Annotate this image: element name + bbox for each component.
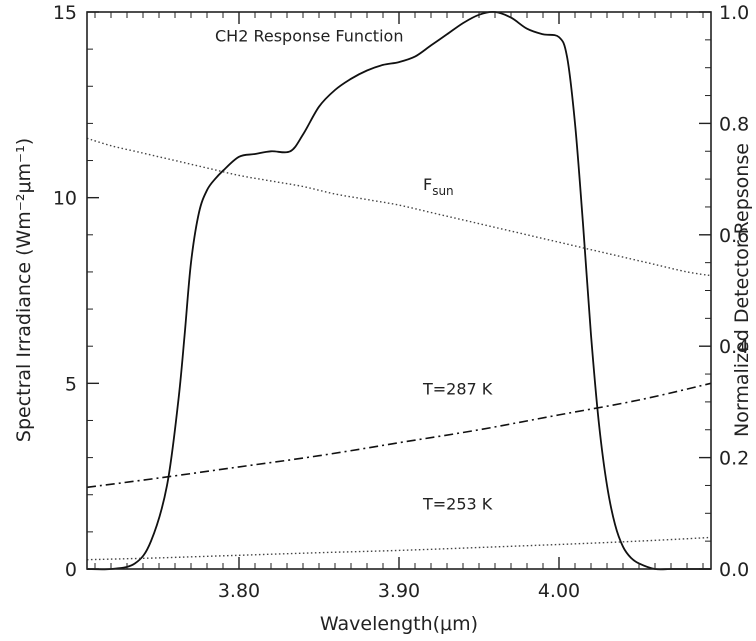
ch2-response-line [86, 10, 711, 571]
fsun-label: Fsun [423, 175, 454, 198]
y-right-tick-label: 0.8 [719, 113, 749, 135]
y-right-tick-label: 0.0 [719, 559, 749, 581]
y-right-tick-label: 0.4 [719, 336, 749, 358]
ticks [87, 11, 711, 570]
y-left-tick-label: 0 [65, 559, 77, 581]
t287-label: T=287 K [422, 379, 493, 398]
y-axis-left-title: Spectral Irradiance (Wm⁻²μm⁻¹) [13, 138, 35, 442]
x-tick-label: 3.80 [218, 580, 260, 602]
fsun-line [86, 137, 712, 277]
x-tick-label: 4.00 [538, 580, 580, 602]
y-left-tick-label: 5 [65, 373, 77, 395]
plot-lines [86, 10, 712, 571]
x-axis-title: Wavelength(μm) [320, 613, 478, 635]
y-left-tick-label: 10 [53, 188, 77, 210]
y-right-tick-label: 0.2 [719, 448, 749, 470]
y-right-tick-label: 1.0 [719, 2, 749, 24]
tick-labels: 3.80 3.90 4.00 0 5 10 15 0.0 0.2 0.4 0.6 0.8 1.0 [53, 2, 749, 602]
y-axis-right-title: Normalized Detector Repsonse [731, 143, 753, 437]
t253-label: T=253 K [422, 495, 493, 514]
t253-line [86, 536, 712, 561]
y-right-tick-label: 0.6 [719, 225, 749, 247]
y-left-tick-label: 15 [53, 2, 77, 24]
annotations: CH2 Response Function Fsun T=287 K T=253 K [215, 27, 493, 514]
ch2-response-label: CH2 Response Function [215, 27, 403, 46]
x-tick-label: 3.90 [378, 580, 420, 602]
t287-line [86, 382, 712, 489]
plot-frame [86, 11, 712, 570]
